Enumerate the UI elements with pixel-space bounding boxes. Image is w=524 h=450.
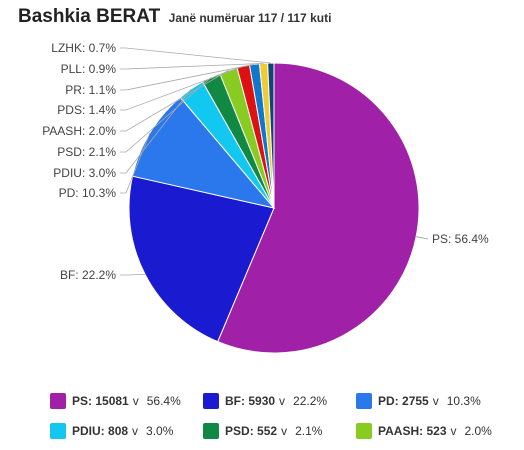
- legend-percent: 2.1%: [295, 424, 323, 438]
- legend-row: PS: 15081 v 56.4% BF: 5930 v 22.2% PD: 2…: [50, 390, 510, 412]
- slice-label-pll: PLL: 0.9%: [61, 62, 117, 76]
- legend-name: PS: [72, 394, 89, 408]
- leader-line-pdiu: [120, 88, 192, 174]
- legend-swatch: [356, 423, 372, 439]
- legend-swatch: [203, 393, 219, 409]
- legend-count: 15081: [95, 394, 129, 408]
- chart-title-row: Bashkia BERAT Janë numëruar 117 / 117 ku…: [18, 6, 331, 28]
- legend-v: v: [132, 394, 139, 408]
- slice-label-lzhk: LZHK: 0.7%: [51, 41, 116, 55]
- chart-title: Bashkia BERAT: [18, 6, 161, 27]
- legend-v: v: [279, 394, 286, 408]
- slice-label-bf: BF: 22.2%: [60, 268, 116, 282]
- legend-v: v: [450, 424, 457, 438]
- pie-chart: PS: 56.4% BF: 22.2% PD: 10.3% PDIU: 3.0% PSD…: [42, 41, 489, 354]
- legend-item-paash[interactable]: PAASH: 523 v 2.0%: [356, 423, 509, 439]
- legend-v: v: [132, 424, 139, 438]
- legend-swatch: [203, 423, 219, 439]
- legend-percent: 22.2%: [293, 394, 328, 408]
- legend-name: PSD: [225, 424, 250, 438]
- legend: PS: 15081 v 56.4% BF: 5930 v 22.2% PD: 2…: [50, 390, 510, 450]
- slice-label-paash: PAASH: 2.0%: [42, 124, 116, 138]
- leader-line-ps: [416, 236, 429, 240]
- legend-item-pdiu[interactable]: PDIU: 808 v 3.0%: [50, 423, 203, 439]
- legend-percent: 3.0%: [146, 424, 174, 438]
- legend-percent: 2.0%: [464, 424, 492, 438]
- legend-count: 5930: [248, 394, 276, 408]
- slice-label-pr: PR: 1.1%: [65, 83, 116, 97]
- leader-line-psd: [120, 77, 212, 153]
- legend-name: PAASH: [378, 424, 420, 438]
- legend-count: 808: [108, 424, 129, 438]
- legend-percent: 56.4%: [146, 394, 181, 408]
- pie-slice-bf[interactable]: [128, 175, 275, 343]
- legend-name: PDIU: [72, 424, 101, 438]
- legend-v: v: [281, 424, 288, 438]
- legend-count: 552: [257, 424, 278, 438]
- legend-item-psd[interactable]: PSD: 552 v 2.1%: [203, 423, 356, 439]
- legend-v: v: [432, 394, 439, 408]
- legend-name: BF: [225, 394, 241, 408]
- slice-label-ps: PS: 56.4%: [432, 232, 489, 246]
- pie-slice-lzhk[interactable]: [267, 62, 275, 209]
- legend-count: 523: [426, 424, 447, 438]
- leader-line-bf: [120, 274, 146, 276]
- legend-item-ps[interactable]: PS: 15081 v 56.4%: [50, 393, 203, 409]
- legend-swatch: [356, 393, 372, 409]
- legend-swatch: [50, 393, 66, 409]
- legend-percent: 10.3%: [446, 394, 481, 408]
- slice-label-psd: PSD: 2.1%: [57, 145, 116, 159]
- slice-label-pd: PD: 10.3%: [59, 186, 117, 200]
- leader-line-paash: [120, 70, 229, 132]
- legend-row: PDIU: 808 v 3.0% PSD: 552 v 2.1% PAASH: …: [50, 420, 510, 442]
- slice-label-pdiu: PDIU: 3.0%: [53, 166, 116, 180]
- legend-item-pd[interactable]: PD: 2755 v 10.3%: [356, 393, 509, 409]
- leader-line-pll: [120, 63, 264, 70]
- chart-subtitle: Janë numëruar 117 / 117 kuti: [168, 11, 332, 25]
- legend-name: PD: [378, 394, 395, 408]
- leader-line-pds: [120, 65, 244, 111]
- slice-label-pds: PDS: 1.4%: [57, 103, 116, 117]
- leader-line-pr: [120, 63, 255, 91]
- leader-line-lzhk: [120, 47, 271, 64]
- legend-swatch: [50, 423, 66, 439]
- legend-count: 2755: [402, 394, 429, 408]
- legend-item-bf[interactable]: BF: 5930 v 22.2%: [203, 393, 356, 409]
